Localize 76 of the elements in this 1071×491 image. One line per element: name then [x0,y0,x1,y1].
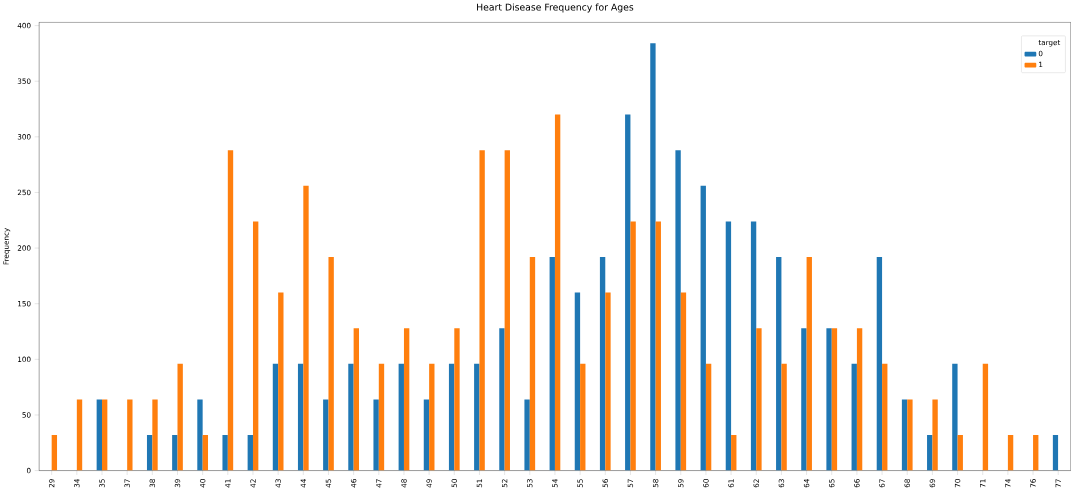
bar [901,399,908,471]
bar [756,328,762,471]
bar [731,434,737,471]
bar [448,363,455,471]
bar [801,328,807,471]
bar [474,363,480,471]
bar [454,328,460,471]
bar [856,328,863,471]
bar [177,363,183,471]
bar [776,256,782,471]
bar [499,328,505,471]
bar [1033,434,1039,471]
bar [605,292,611,471]
bar [247,434,253,471]
bar [580,363,586,471]
bar [599,256,606,471]
bar [152,399,158,471]
bar [630,221,636,471]
bar [303,185,309,471]
bar [252,221,259,471]
bar [423,399,430,471]
bar [750,221,757,471]
bar [403,328,410,471]
bar [549,256,555,471]
bar [378,363,385,471]
bar [504,150,510,471]
bar [725,221,732,471]
bar [625,114,631,471]
bar [323,399,329,471]
bar [272,363,279,471]
bar [806,256,812,471]
bar [328,256,334,471]
bar [479,150,485,471]
bar [554,114,561,471]
bar [952,363,958,471]
bar [297,363,304,471]
bar [876,256,883,471]
chart-title: Heart Disease Frequency for Ages [477,3,634,13]
bar [907,399,913,471]
bar [851,363,857,471]
bar [826,328,832,471]
bar [146,434,153,471]
bar [932,399,938,471]
bar [348,363,354,471]
bar [927,434,933,471]
bar [675,150,681,471]
bar [655,221,661,471]
bar [650,43,656,471]
bar [680,292,687,471]
bar [278,292,284,471]
bar [197,399,203,471]
bar [1052,434,1059,471]
bar [982,363,989,471]
bar [574,292,581,471]
bar [957,434,963,471]
bar [705,363,712,471]
bar [172,434,178,471]
bar [76,399,83,471]
bar [227,150,234,471]
bar [127,399,133,471]
bar [102,399,108,471]
bar [831,328,838,471]
bar [700,185,706,471]
bar [1007,434,1014,471]
bar [202,434,209,471]
bar [51,434,58,471]
bar [353,328,359,471]
bar [529,256,536,471]
bar [398,363,404,471]
bar [373,399,379,471]
bar [882,363,888,471]
bar [781,363,787,471]
bar [524,399,530,471]
bar [429,363,435,471]
bar [96,399,102,471]
bar [222,434,228,471]
